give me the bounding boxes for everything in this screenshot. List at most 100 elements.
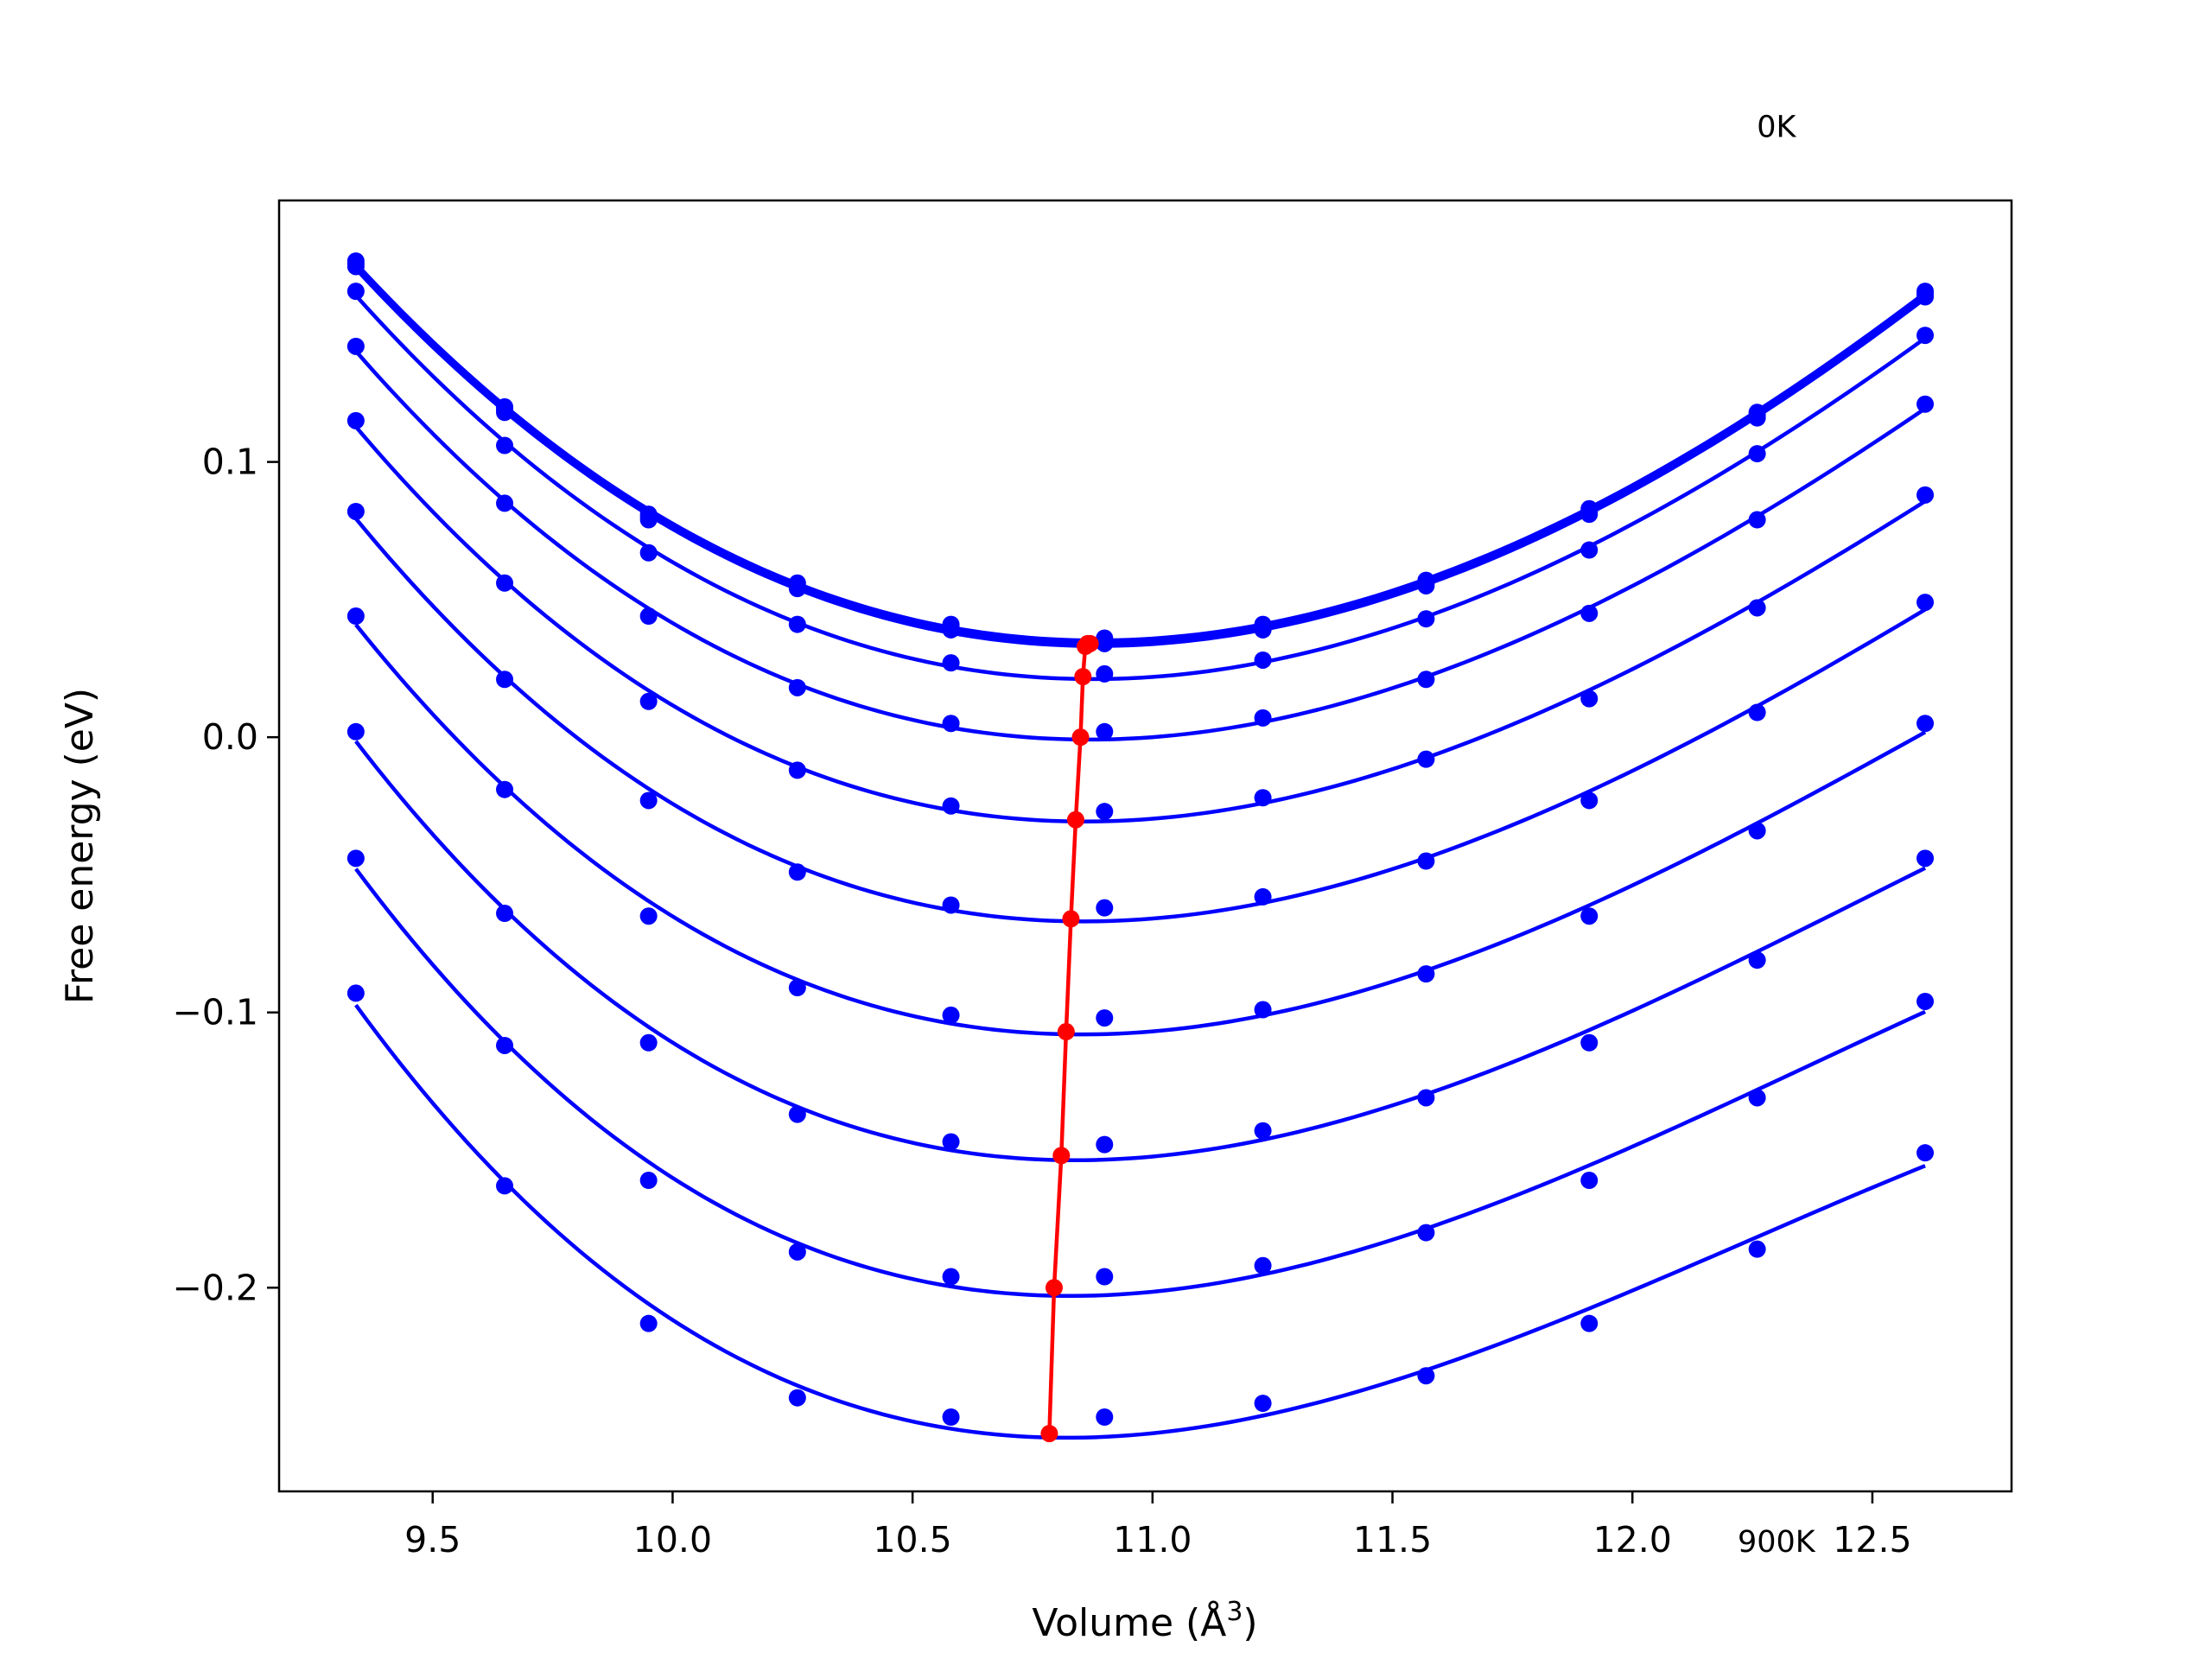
annotation-900k: 900K — [1738, 1525, 1816, 1560]
data-point — [1254, 1256, 1272, 1274]
data-point — [1916, 849, 1935, 868]
data-point — [496, 436, 514, 454]
minima-series — [1040, 634, 1099, 1443]
data-point — [788, 580, 806, 598]
data-point — [1096, 664, 1114, 683]
x-tick-label: 11.0 — [1113, 1519, 1192, 1560]
data-point — [788, 1105, 806, 1123]
data-point — [1096, 899, 1114, 917]
data-point — [1748, 511, 1766, 529]
data-point — [788, 1243, 806, 1261]
data-point — [942, 620, 960, 639]
data-point — [788, 615, 806, 633]
x-axis-label-text: Volume (Å — [1032, 1599, 1226, 1645]
fit-curves — [354, 262, 1927, 1440]
data-point — [346, 337, 365, 355]
data-point — [942, 654, 960, 672]
x-axis-ticks: 9.5 10.0 10.5 11.0 11.5 12.0 12.5 — [404, 1491, 1912, 1560]
data-point — [1417, 852, 1435, 870]
fit-curve-5 — [354, 425, 1927, 824]
data-point — [1096, 1009, 1114, 1027]
x-tick-label: 9.5 — [404, 1519, 461, 1560]
data-point — [942, 1408, 960, 1426]
minimum-point — [1071, 728, 1090, 747]
data-point — [1748, 599, 1766, 617]
data-point — [1254, 1122, 1272, 1140]
data-point — [942, 1133, 960, 1151]
data-point — [1748, 822, 1766, 840]
annotation-0k: 0K — [1757, 111, 1796, 145]
x-axis-label: Volume (Å3) — [1032, 1597, 1257, 1645]
data-point — [1580, 541, 1599, 559]
data-point — [1580, 791, 1599, 810]
data-point — [1417, 1224, 1435, 1242]
data-point — [1580, 1172, 1599, 1190]
y-tick-label: −0.2 — [172, 1267, 258, 1308]
minimum-point — [1057, 1023, 1075, 1041]
data-point — [496, 1036, 514, 1054]
data-point — [1916, 395, 1935, 413]
data-point — [346, 502, 365, 520]
data-point — [942, 896, 960, 914]
data-point — [1748, 1240, 1766, 1258]
data-point — [1254, 651, 1272, 669]
minimum-point — [1040, 1425, 1058, 1443]
y-axis-ticks: −0.2 −0.1 0.0 0.1 — [172, 442, 279, 1308]
data-points — [346, 252, 1935, 1426]
data-point — [639, 511, 658, 529]
x-tick-label: 12.5 — [1833, 1519, 1911, 1560]
minimum-point — [1066, 810, 1084, 829]
data-point — [1096, 1408, 1114, 1426]
data-point — [1916, 486, 1935, 504]
fit-curve-2 — [354, 267, 1927, 648]
data-point — [1254, 620, 1272, 639]
data-point — [1096, 722, 1114, 741]
x-tick-label: 10.0 — [633, 1519, 712, 1560]
data-point — [788, 1389, 806, 1407]
data-point — [346, 849, 365, 868]
x-tick-label: 10.5 — [873, 1519, 951, 1560]
data-point — [639, 1314, 658, 1332]
data-point — [639, 692, 658, 710]
fit-curve-1 — [354, 264, 1927, 645]
data-point — [496, 494, 514, 512]
data-point — [346, 984, 365, 1002]
fit-curve-10 — [354, 1003, 1926, 1440]
minimum-point — [1074, 668, 1092, 686]
data-point — [346, 257, 365, 276]
data-point — [639, 907, 658, 925]
fit-curve-9 — [354, 868, 1926, 1299]
data-point — [1916, 1144, 1935, 1162]
data-point — [1096, 1135, 1114, 1154]
y-tick-label: 0.0 — [202, 716, 258, 758]
data-point — [788, 678, 806, 696]
data-point — [639, 791, 658, 810]
plot-frame — [277, 199, 2013, 1493]
data-point — [1580, 1314, 1599, 1332]
data-point — [1096, 803, 1114, 821]
x-tick-label: 12.0 — [1593, 1519, 1672, 1560]
data-point — [1748, 703, 1766, 721]
data-point — [1916, 992, 1935, 1010]
data-point — [346, 411, 365, 429]
data-point — [1417, 750, 1435, 768]
y-tick-label: −0.1 — [172, 992, 258, 1033]
fit-curve-3 — [354, 294, 1927, 682]
data-point — [1096, 1268, 1114, 1286]
data-point — [1254, 1001, 1272, 1019]
data-point — [346, 607, 365, 626]
data-point — [1748, 1089, 1766, 1107]
data-point — [346, 283, 365, 301]
data-point — [1580, 907, 1599, 925]
x-tick-label: 11.5 — [1353, 1519, 1432, 1560]
data-point — [1254, 789, 1272, 807]
data-point — [1254, 709, 1272, 727]
y-tick-label: 0.1 — [202, 442, 258, 483]
data-point — [788, 863, 806, 881]
y-axis-label: Free energy (eV) — [58, 688, 102, 1004]
data-point — [1254, 887, 1272, 906]
data-point — [639, 607, 658, 626]
data-point — [1916, 715, 1935, 733]
data-point — [1748, 409, 1766, 427]
